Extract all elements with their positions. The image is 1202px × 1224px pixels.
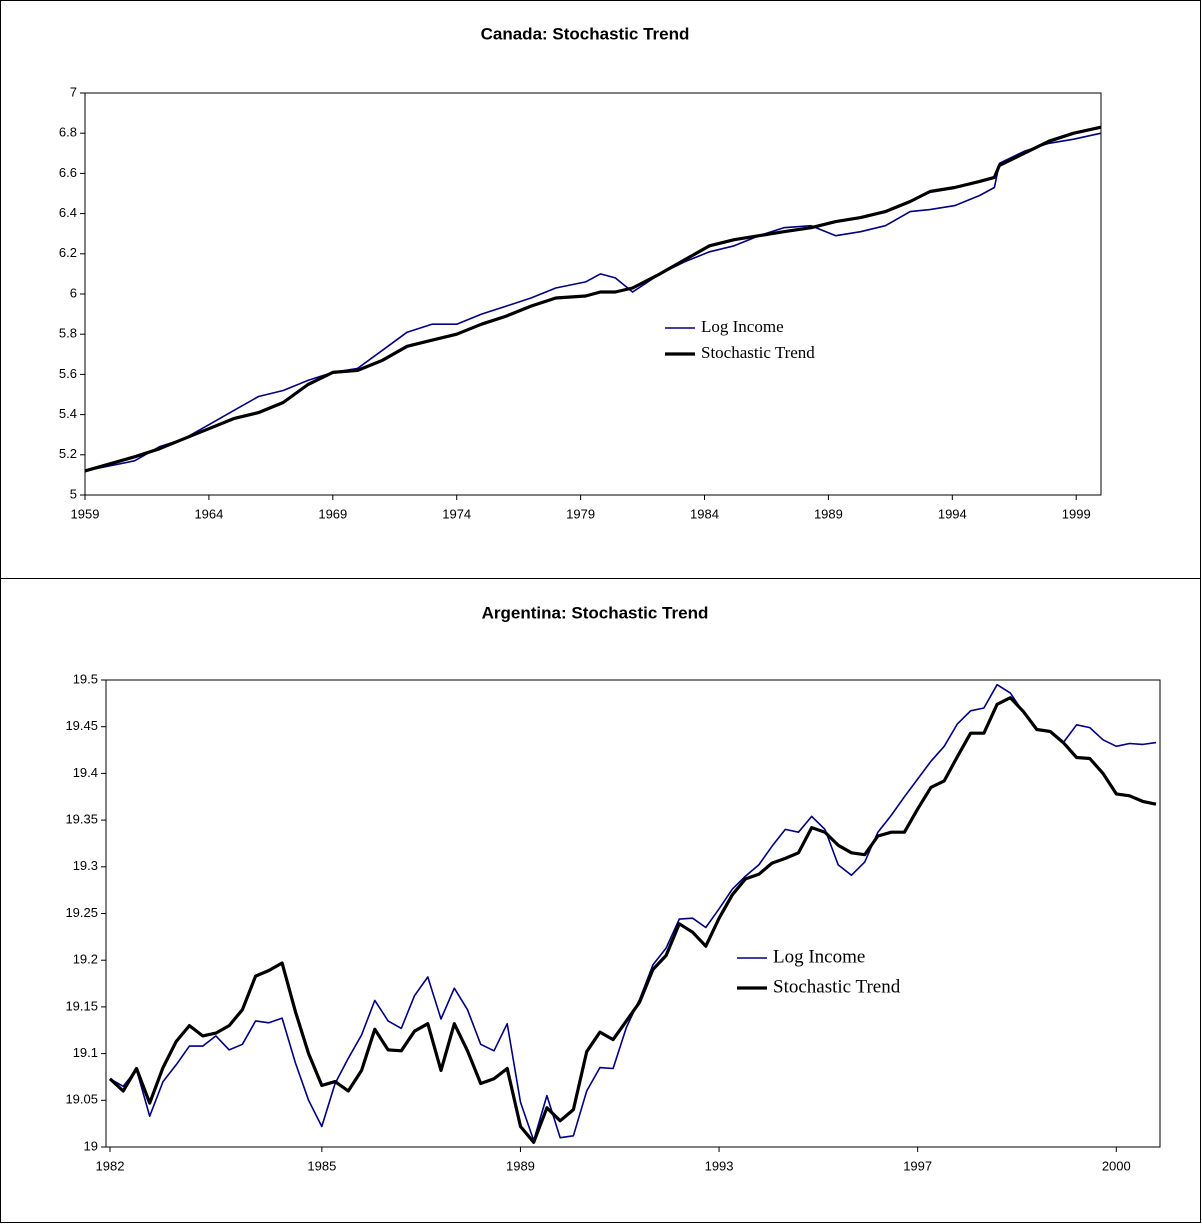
series-line (84, 132, 1102, 472)
y-tick-label: 19.05 (65, 1092, 98, 1107)
x-tick-label: 1989 (814, 506, 843, 521)
x-tick-label: 1959 (71, 506, 100, 521)
x-tick-label: 1985 (307, 1158, 336, 1173)
x-tick-label: 1979 (566, 506, 595, 521)
y-tick-label: 19.35 (65, 812, 98, 827)
legend-label: Log Income (701, 317, 784, 336)
y-tick-label: 5 (70, 486, 77, 501)
y-tick-label: 19.15 (65, 998, 98, 1013)
y-tick-label: 5.2 (59, 446, 77, 461)
y-tick-label: 5.8 (59, 326, 77, 341)
y-tick-label: 19 (84, 1138, 98, 1153)
x-tick-label: 1997 (903, 1158, 932, 1173)
y-tick-label: 6.6 (59, 165, 77, 180)
y-tick-label: 6.4 (59, 205, 77, 220)
y-tick-label: 6.8 (59, 125, 77, 140)
panel-frame (0, 578, 1201, 1223)
y-tick-label: 19.2 (73, 952, 98, 967)
y-tick-label: 5.6 (59, 366, 77, 381)
chart-title: Canada: Stochastic Trend (481, 24, 690, 43)
y-tick-label: 5.4 (59, 406, 77, 421)
x-tick-label: 1974 (442, 506, 471, 521)
x-tick-label: 1982 (96, 1158, 125, 1173)
plot-frame (105, 679, 1161, 1148)
x-tick-label: 1999 (1062, 506, 1091, 521)
y-tick-label: 19.45 (65, 718, 98, 733)
x-tick-label: 1989 (506, 1158, 535, 1173)
series-line (109, 683, 1157, 1142)
x-tick-label: 1994 (938, 506, 967, 521)
x-tick-label: 2000 (1102, 1158, 1131, 1173)
series-line (108, 696, 1157, 1144)
y-tick-label: 7 (70, 84, 77, 99)
y-tick-label: 6 (70, 285, 77, 300)
chart-title: Argentina: Stochastic Trend (482, 603, 709, 622)
y-tick-label: 19.25 (65, 905, 98, 920)
legend-label: Stochastic Trend (701, 343, 815, 362)
x-tick-label: 1964 (194, 506, 223, 521)
x-tick-label: 1993 (705, 1158, 734, 1173)
y-tick-label: 19.5 (73, 671, 98, 686)
series-line (84, 125, 1102, 473)
y-tick-label: 19.1 (73, 1045, 98, 1060)
y-tick-label: 19.4 (73, 765, 98, 780)
legend-label: Log Income (773, 946, 865, 967)
panel-frame (0, 0, 1201, 579)
y-tick-label: 6.2 (59, 245, 77, 260)
x-tick-label: 1969 (318, 506, 347, 521)
legend-label: Stochastic Trend (773, 976, 901, 997)
y-tick-label: 19.3 (73, 858, 98, 873)
x-tick-label: 1984 (690, 506, 719, 521)
